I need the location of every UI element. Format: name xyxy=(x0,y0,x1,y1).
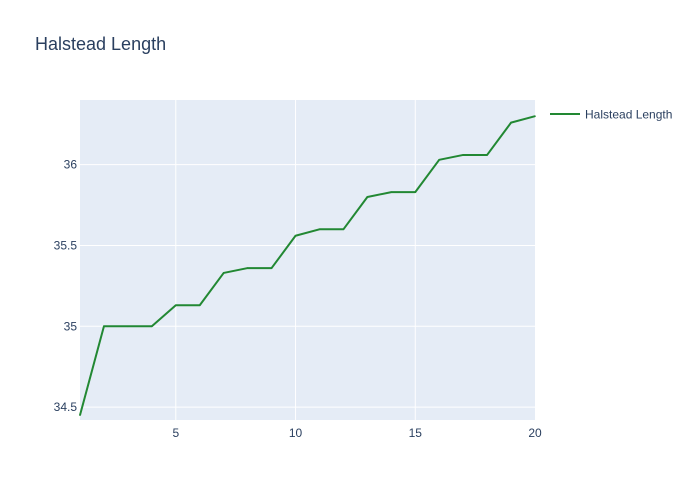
data-point[interactable] xyxy=(534,115,536,117)
legend[interactable]: Halstead Length xyxy=(550,108,672,122)
data-point[interactable] xyxy=(294,234,297,237)
data-point[interactable] xyxy=(438,158,441,161)
data-point[interactable] xyxy=(174,304,177,307)
data-point[interactable] xyxy=(246,267,249,269)
data-point[interactable] xyxy=(79,414,81,416)
legend-label: Halstead Length xyxy=(585,108,672,122)
y-tick-label: 36 xyxy=(64,158,78,172)
data-point[interactable] xyxy=(462,154,464,156)
data-point[interactable] xyxy=(390,191,393,193)
plot-area xyxy=(80,100,535,420)
data-point[interactable] xyxy=(510,121,512,124)
chart-title: Halstead Length xyxy=(35,34,166,54)
data-point[interactable] xyxy=(103,325,105,328)
y-tick-label: 34.5 xyxy=(54,400,78,414)
x-axis-ticks: 5 10 15 20 xyxy=(172,426,542,440)
x-tick-label: 5 xyxy=(172,426,179,440)
data-point[interactable] xyxy=(270,267,273,269)
data-point[interactable] xyxy=(318,228,321,231)
data-point[interactable] xyxy=(222,272,225,274)
data-point[interactable] xyxy=(198,304,201,307)
series-line[interactable] xyxy=(79,115,536,416)
x-tick-label: 20 xyxy=(528,426,542,440)
data-point[interactable] xyxy=(127,325,129,328)
data-point[interactable] xyxy=(151,325,153,328)
grid-lines xyxy=(80,100,535,420)
data-point[interactable] xyxy=(486,154,488,156)
y-axis-ticks: 34.5 35 35.5 36 xyxy=(54,158,78,414)
data-point[interactable] xyxy=(414,191,417,193)
y-tick-label: 35 xyxy=(64,319,78,333)
x-tick-label: 10 xyxy=(289,426,303,440)
data-point[interactable] xyxy=(342,228,345,231)
data-point[interactable] xyxy=(366,196,369,198)
x-tick-label: 15 xyxy=(409,426,423,440)
y-tick-label: 35.5 xyxy=(54,238,78,252)
series-layer xyxy=(79,115,536,416)
